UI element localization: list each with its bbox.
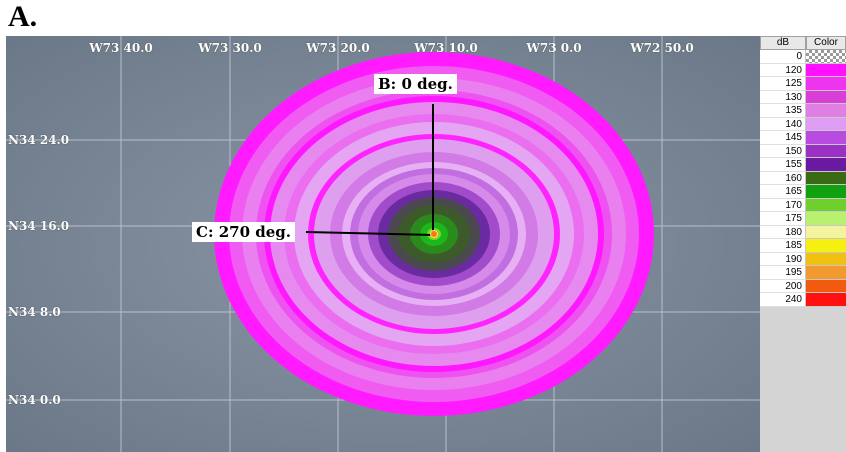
longitude-label: W73 20.0 <box>306 41 370 55</box>
legend-row[interactable]: 180 <box>760 225 846 239</box>
legend-db-value: 195 <box>760 266 806 280</box>
legend-row[interactable]: 185 <box>760 239 846 253</box>
sound-exposure-map[interactable]: W73 40.0 W73 30.0 W73 20.0 W73 10.0 W73 … <box>6 36 760 452</box>
legend-color-swatch <box>806 158 846 172</box>
legend-color-swatch <box>806 171 846 185</box>
longitude-label: W73 10.0 <box>414 41 478 55</box>
legend-color-swatch <box>806 198 846 212</box>
latitude-label: N34 8.0 <box>8 305 61 319</box>
longitude-label: W73 30.0 <box>198 41 262 55</box>
legend-color-swatch <box>806 293 846 307</box>
callout-c-bearing: C: 270 deg. <box>192 222 295 242</box>
legend-header: dB Color <box>760 36 846 50</box>
legend-db-value: 120 <box>760 63 806 77</box>
legend-color-swatch <box>806 225 846 239</box>
legend-db-value: 175 <box>760 212 806 226</box>
callout-b-bearing: B: 0 deg. <box>374 74 457 94</box>
color-legend: dB Color 0 120 125 130 135 140 145 150 155 160 165… <box>760 36 846 452</box>
legend-color-swatch <box>806 117 846 131</box>
legend-db-value: 240 <box>760 293 806 307</box>
legend-row[interactable]: 170 <box>760 198 846 212</box>
legend-header-db[interactable]: dB <box>760 36 806 50</box>
legend-db-value: 145 <box>760 131 806 145</box>
latitude-label: N34 0.0 <box>8 393 61 407</box>
legend-row[interactable]: 150 <box>760 144 846 158</box>
legend-db-value: 180 <box>760 225 806 239</box>
legend-color-swatch <box>806 63 846 77</box>
legend-row[interactable]: 240 <box>760 293 846 307</box>
legend-db-value: 150 <box>760 144 806 158</box>
legend-color-swatch <box>806 279 846 293</box>
legend-color-swatch <box>806 50 846 64</box>
legend-db-value: 200 <box>760 279 806 293</box>
legend-db-value: 140 <box>760 117 806 131</box>
latitude-label: N34 24.0 <box>8 133 70 147</box>
legend-db-value: 155 <box>760 158 806 172</box>
legend-row[interactable]: 140 <box>760 117 846 131</box>
legend-color-swatch <box>806 131 846 145</box>
legend-row[interactable]: 160 <box>760 171 846 185</box>
legend-row[interactable]: 175 <box>760 212 846 226</box>
source-marker-icon <box>430 230 438 238</box>
legend-db-value: 170 <box>760 198 806 212</box>
legend-db-value: 135 <box>760 104 806 118</box>
legend-db-value: 125 <box>760 77 806 91</box>
legend-db-value: 130 <box>760 90 806 104</box>
legend-header-color[interactable]: Color <box>806 36 846 50</box>
legend-row[interactable]: 130 <box>760 90 846 104</box>
latitude-label: N34 16.0 <box>8 219 70 233</box>
legend-row[interactable]: 190 <box>760 252 846 266</box>
legend-row[interactable]: 165 <box>760 185 846 199</box>
legend-db-value: 160 <box>760 171 806 185</box>
legend-row[interactable]: 120 <box>760 63 846 77</box>
legend-color-swatch <box>806 212 846 226</box>
legend-color-swatch <box>806 266 846 280</box>
legend-color-swatch <box>806 239 846 253</box>
longitude-label: W73 0.0 <box>526 41 582 55</box>
legend-db-value: 185 <box>760 239 806 253</box>
map-canvas <box>6 36 760 452</box>
legend-row[interactable]: 0 <box>760 50 846 64</box>
legend-color-swatch <box>806 77 846 91</box>
legend-color-swatch <box>806 90 846 104</box>
legend-row[interactable]: 145 <box>760 131 846 145</box>
longitude-label: W72 50.0 <box>630 41 694 55</box>
legend-color-swatch <box>806 252 846 266</box>
panel-letter: A. <box>8 0 38 33</box>
legend-row[interactable]: 155 <box>760 158 846 172</box>
legend-color-swatch <box>806 144 846 158</box>
legend-row[interactable]: 195 <box>760 266 846 280</box>
longitude-label: W73 40.0 <box>89 41 153 55</box>
legend-db-value: 190 <box>760 252 806 266</box>
legend-db-value: 0 <box>760 50 806 64</box>
legend-db-value: 165 <box>760 185 806 199</box>
legend-color-swatch <box>806 185 846 199</box>
legend-row[interactable]: 125 <box>760 77 846 91</box>
legend-row[interactable]: 135 <box>760 104 846 118</box>
legend-color-swatch <box>806 104 846 118</box>
legend-row[interactable]: 200 <box>760 279 846 293</box>
callout-lines <box>305 104 435 236</box>
legend-rows: 0 120 125 130 135 140 145 150 155 160 165 170 175 180… <box>760 50 846 307</box>
